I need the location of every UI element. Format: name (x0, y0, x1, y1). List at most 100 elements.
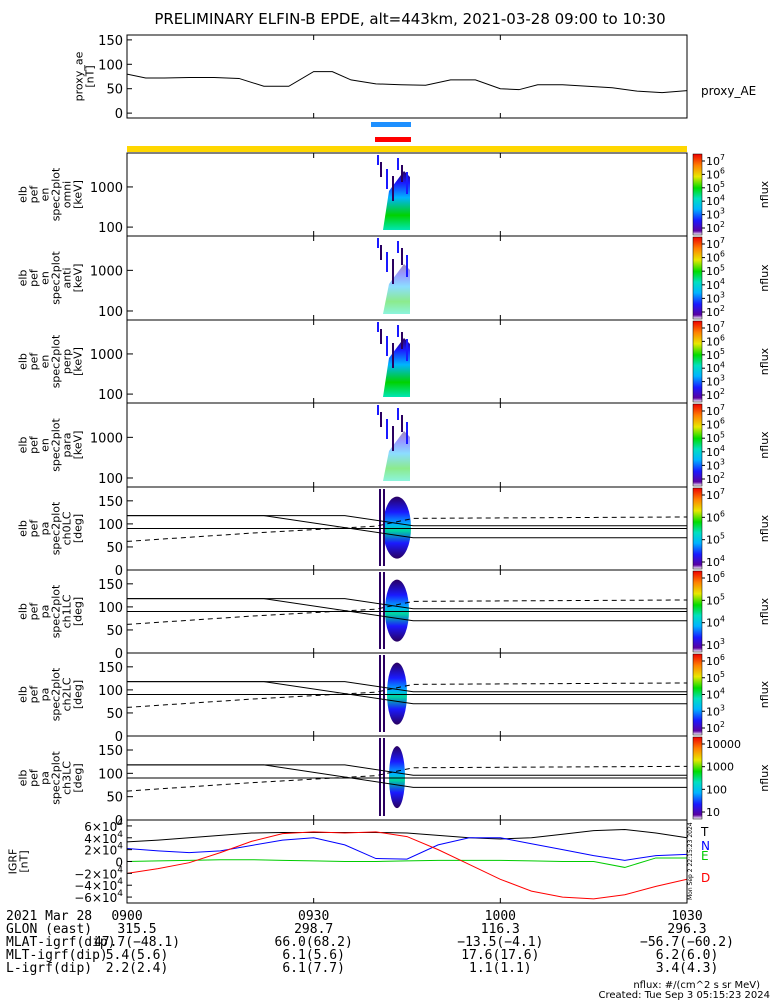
colorbar-tick-label: 105 (706, 532, 725, 547)
colorbar-label: nflux (758, 597, 771, 625)
ylabel-line: spec2plot (50, 167, 63, 221)
table-time: 0930 (298, 909, 329, 924)
proxy-ae-ylabel: proxy_ae[nT] (73, 51, 97, 101)
spectrogram-speck (401, 165, 403, 182)
y-tick-label: 4×104 (84, 830, 123, 846)
pitch-angle-speck (379, 572, 381, 649)
spectrogram-patch (383, 431, 410, 481)
ylabel-line: en (39, 271, 52, 285)
ylabel-line: proxy_ae (73, 51, 86, 101)
colorbar-label-group: nflux (758, 680, 771, 708)
yellow-bar (127, 146, 687, 152)
colorbar-label: nflux (758, 764, 771, 792)
table-cell: 296.3 (667, 922, 706, 937)
y-tick-label: −6×104 (74, 889, 123, 905)
ylabel-line: [keV] (72, 431, 85, 460)
spectrogram-speck (406, 422, 408, 444)
y-tick-label: 150 (98, 34, 123, 49)
table-cell: 5.4(5.6) (106, 948, 169, 963)
y-tick-label: 100 (98, 58, 123, 73)
anti-loss-cone-line (127, 681, 687, 705)
colorbar-label-group: nflux (758, 180, 771, 208)
colorbar-tick-label: 104 (706, 277, 725, 292)
ylabel-line: ch1LC (61, 594, 74, 628)
y-tick-label: 100 (98, 388, 123, 403)
colorbar-tick-label: 102 (706, 471, 725, 486)
spectrogram-patch (383, 264, 410, 314)
y-tick-label: 0 (115, 564, 123, 579)
pitch-angle-speck (379, 738, 381, 816)
ylabel-line: omni (61, 181, 74, 208)
y-tick-label: 0 (115, 730, 123, 745)
ylabel-line: en (39, 355, 52, 369)
y-tick-label: −2×104 (74, 865, 123, 881)
y-tick-label: 100 (98, 767, 123, 782)
y-tick-label: 0 (115, 107, 123, 122)
spectrogram-speck (377, 155, 379, 165)
igrf-frame (126, 819, 688, 904)
ylabel-line: pef (28, 768, 41, 787)
y-tick-label: 100 (98, 305, 123, 320)
y-tick-label: 1000 (90, 264, 123, 279)
proxy-ae-frame (126, 34, 688, 119)
colorbar-tick-label: 104 (706, 193, 725, 208)
ylabel-line: [deg] (72, 680, 85, 709)
colorbar-label: nflux (758, 264, 771, 292)
table-cell: 2.2(2.4) (106, 961, 169, 976)
ylabel-line: en (39, 438, 52, 452)
colorbar-tick-label: 102 (706, 304, 725, 319)
colorbar-tick-label: 103 (706, 290, 725, 305)
y-tick-label: 100 (98, 221, 123, 236)
spectrogram-speck (397, 408, 399, 420)
igrf-series-label: N (701, 839, 710, 853)
igrf-line-E (126, 857, 687, 868)
units-note: nflux: #/(cm^2 s sr MeV) (633, 980, 760, 991)
table-time: 1030 (671, 909, 702, 924)
ylabel-line: perp (61, 349, 74, 374)
ylabel-line: pef (28, 352, 41, 371)
ylabel-line: anti (61, 267, 74, 288)
ylabel-line: elb (17, 686, 30, 703)
colorbar-tick-label: 106 (706, 250, 725, 265)
colorbar-tick-label: 105 (706, 347, 725, 362)
ylabel-line: elb (17, 353, 30, 370)
colorbar-tick-label: 106 (706, 653, 725, 668)
ylabel-line: elb (17, 770, 30, 787)
y-tick-label: 150 (98, 744, 123, 759)
colorbar-tick-label: 104 (706, 687, 725, 702)
ylabel-line: spec2plot (50, 334, 63, 388)
igrf-line-N (126, 837, 688, 861)
y-tick-label: 100 (98, 518, 123, 533)
spectrogram-speck (397, 241, 399, 253)
ylabel-line: spec2plot (50, 251, 63, 305)
spectrogram-speck (406, 255, 408, 277)
y-tick-label: 0 (115, 856, 123, 870)
y-tick-label: 150 (98, 661, 123, 676)
ylabel-line: ch3LC (61, 761, 74, 795)
ylabel-line: pef (28, 685, 41, 704)
ylabel-line: elb (17, 520, 30, 537)
pitch-angle-speck (383, 572, 385, 649)
table-cell: 3.4(4.3) (656, 961, 719, 976)
ylabel-line: spec2plot (50, 667, 63, 721)
pitch-angle-speck (383, 738, 385, 816)
spectrogram-speck (397, 325, 399, 337)
y-tick-label: −4×104 (74, 877, 123, 893)
ylabel-line: [keV] (72, 347, 85, 376)
colorbar-label: nflux (758, 514, 771, 542)
ylabel-line: pef (28, 435, 41, 454)
spectrogram-speck (386, 336, 388, 356)
table-time: 0900 (111, 909, 142, 924)
table-cell: 47.7(−48.1) (94, 935, 180, 950)
figure-title: PRELIMINARY ELFIN-B EPDE, alt=443km, 202… (154, 10, 665, 28)
ylabel-line: spec2plot (50, 501, 63, 555)
spectrogram-patch (383, 171, 410, 230)
ylabel-line: [deg] (72, 514, 85, 543)
colorbar-label-group: nflux (758, 264, 771, 292)
colorbar (692, 403, 703, 487)
table-row-label: MLAT-igrf(dip) (6, 935, 116, 950)
ylabel-line: para (61, 433, 74, 458)
ylabel-line: [keV] (72, 264, 85, 293)
